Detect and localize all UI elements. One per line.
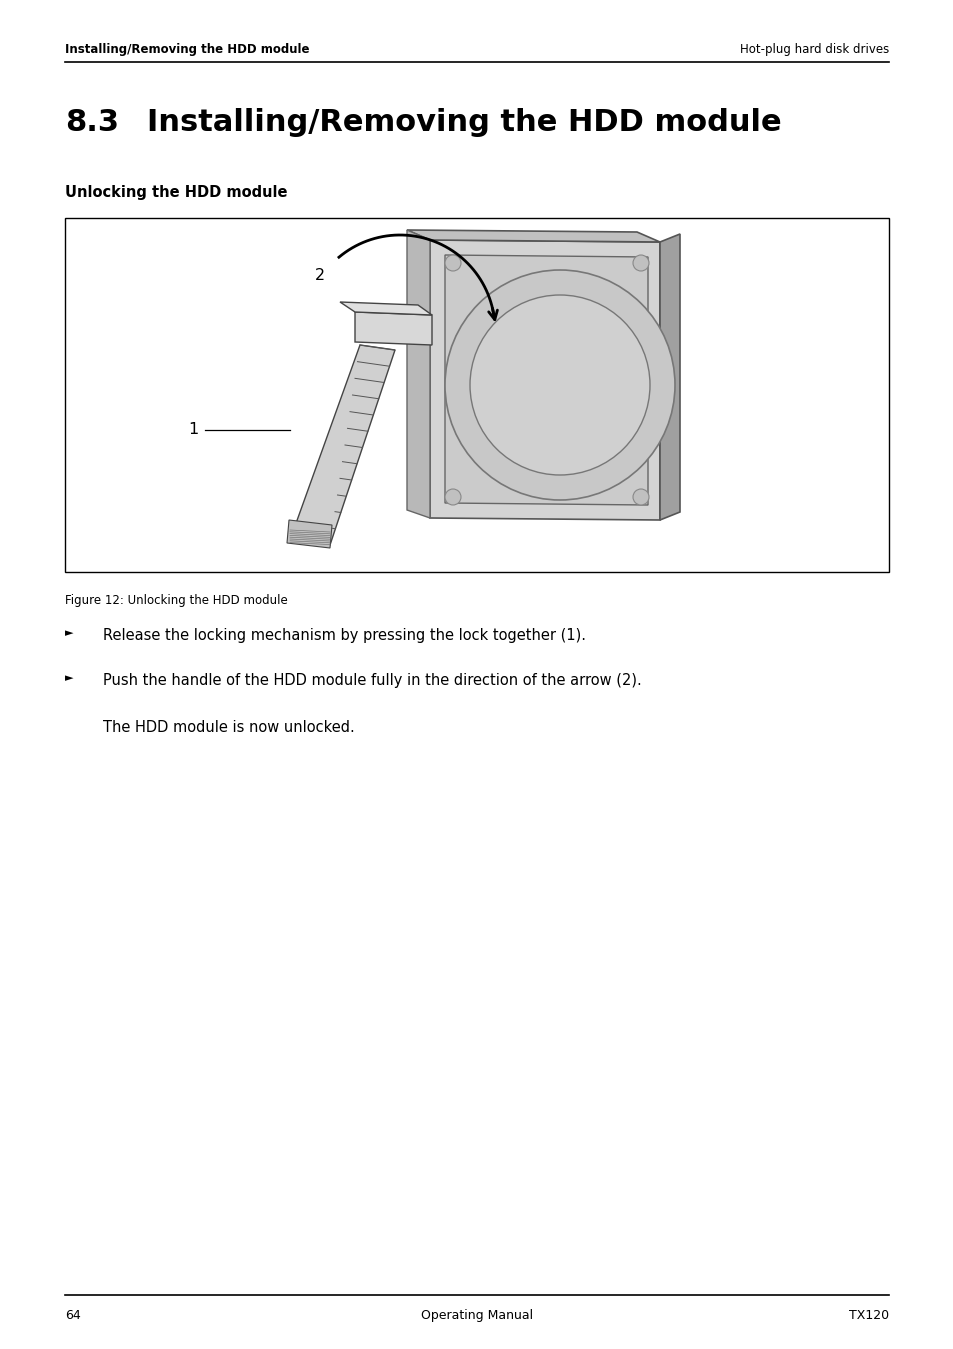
- Text: 2: 2: [314, 268, 325, 283]
- Text: 8.3: 8.3: [65, 108, 119, 138]
- Circle shape: [444, 270, 675, 500]
- Text: Installing/Removing the HDD module: Installing/Removing the HDD module: [65, 43, 309, 57]
- Text: TX120: TX120: [848, 1309, 888, 1322]
- Circle shape: [470, 295, 649, 475]
- Polygon shape: [407, 229, 430, 518]
- Polygon shape: [659, 233, 679, 519]
- Circle shape: [633, 488, 648, 505]
- Polygon shape: [290, 345, 395, 545]
- Text: Figure 12: Unlocking the HDD module: Figure 12: Unlocking the HDD module: [65, 594, 288, 607]
- Text: 1: 1: [188, 422, 198, 437]
- Polygon shape: [355, 312, 432, 345]
- Polygon shape: [287, 519, 332, 548]
- Text: Unlocking the HDD module: Unlocking the HDD module: [65, 185, 287, 200]
- Text: Release the locking mechanism by pressing the lock together (1).: Release the locking mechanism by pressin…: [103, 629, 585, 643]
- Text: 64: 64: [65, 1309, 81, 1322]
- Text: Push the handle of the HDD module fully in the direction of the arrow (2).: Push the handle of the HDD module fully …: [103, 673, 641, 688]
- Bar: [65, 219, 888, 572]
- Polygon shape: [430, 240, 659, 519]
- Text: ►: ►: [65, 673, 73, 683]
- Polygon shape: [407, 229, 659, 241]
- Text: Hot-plug hard disk drives: Hot-plug hard disk drives: [739, 43, 888, 57]
- Text: ►: ►: [65, 629, 73, 638]
- Circle shape: [633, 255, 648, 271]
- Polygon shape: [444, 255, 647, 505]
- Text: Operating Manual: Operating Manual: [420, 1309, 533, 1322]
- Text: Installing/Removing the HDD module: Installing/Removing the HDD module: [147, 108, 781, 138]
- Polygon shape: [339, 302, 432, 316]
- Circle shape: [444, 488, 460, 505]
- Circle shape: [444, 255, 460, 271]
- Text: The HDD module is now unlocked.: The HDD module is now unlocked.: [103, 720, 355, 735]
